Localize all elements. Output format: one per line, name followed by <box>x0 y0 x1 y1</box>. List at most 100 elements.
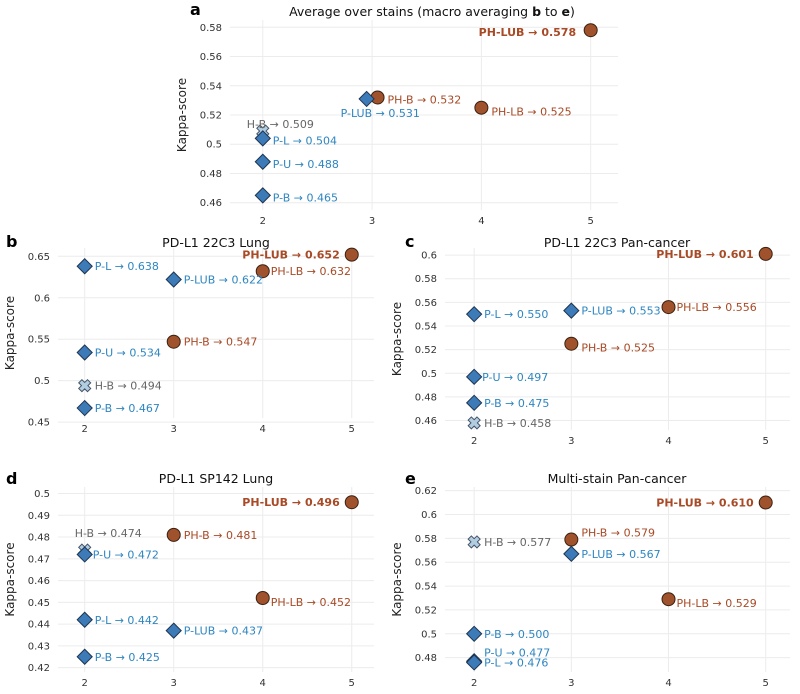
panel-title-part: b <box>532 4 541 19</box>
p-marker <box>76 611 93 628</box>
panel-a: 2 3 4 5 0.46 0.48 0.5 0.52 0.54 0.56 0.58 Kappa-sco… <box>175 0 618 227</box>
data-label: P-B → 0.467 <box>95 402 160 415</box>
x-tick-label: 4 <box>260 424 266 435</box>
p-marker <box>465 654 483 671</box>
data-label: P-U → 0.497 <box>482 371 548 384</box>
y-axis-label: Kappa-score <box>3 542 17 616</box>
y-tick-label: 0.6 <box>34 293 50 304</box>
data-label: P-L → 0.550 <box>484 308 548 321</box>
data-label: H-B → 0.577 <box>484 536 551 549</box>
ph-marker <box>564 336 579 351</box>
data-label: P-L → 0.442 <box>95 614 159 627</box>
data-label: PH-LUB → 0.652 <box>242 249 339 262</box>
y-tick-label: 0.56 <box>415 298 437 309</box>
data-label: PH-LUB → 0.601 <box>656 248 753 261</box>
data-label: PH-LB → 0.525 <box>491 106 571 119</box>
panel-title-part: e <box>562 4 570 19</box>
x-tick-label: 3 <box>568 678 574 689</box>
ph-marker <box>255 591 270 605</box>
x-tick-label: 2 <box>471 436 477 447</box>
ph-marker <box>758 246 773 261</box>
panel-title-part: to <box>541 4 562 19</box>
ph-marker <box>166 334 181 349</box>
y-axis-label: Kappa-score <box>390 542 404 616</box>
hb-marker <box>467 535 481 549</box>
panel-title: Average over stains (macro averaging b t… <box>289 4 575 19</box>
x-tick-label: 4 <box>260 678 266 689</box>
y-tick-label: 0.65 <box>28 252 50 263</box>
panel-title-part: PD-L1 22C3 Pan-cancer <box>544 235 691 250</box>
x-tick-label: 5 <box>349 678 355 689</box>
y-axis-label: Kappa-score <box>175 78 189 152</box>
p-marker <box>165 271 182 288</box>
data-label: H-B → 0.474 <box>75 527 142 540</box>
p-marker <box>254 153 271 170</box>
panel-e: 2 3 4 5 0.48 0.5 0.52 0.54 0.56 0.58 0.6 0.62 Kappa-… <box>390 469 790 689</box>
data-label: H-B → 0.509 <box>247 118 314 131</box>
x-tick-label: 5 <box>587 216 593 227</box>
data-label: PH-LUB → 0.610 <box>656 497 754 510</box>
p-marker <box>76 258 93 275</box>
y-tick-label: 0.45 <box>28 418 50 429</box>
data-label: P-LUB → 0.531 <box>341 107 420 120</box>
hb-marker <box>77 378 92 393</box>
y-tick-label: 0.58 <box>200 23 222 34</box>
panel-title-part: PD-L1 22C3 Lung <box>162 235 270 250</box>
p-marker <box>563 302 580 319</box>
data-label: PH-B → 0.481 <box>184 529 258 542</box>
y-tick-label: 0.54 <box>200 81 222 92</box>
y-tick-label: 0.5 <box>34 376 50 387</box>
data-label: P-LUB → 0.437 <box>184 625 263 638</box>
ph-marker <box>344 247 359 262</box>
x-tick-label: 3 <box>171 424 177 435</box>
ph-marker <box>255 264 270 279</box>
y-tick-label: 0.58 <box>415 274 437 285</box>
y-tick-label: 0.52 <box>200 111 222 122</box>
x-tick-label: 3 <box>568 436 574 447</box>
ph-marker <box>661 592 676 607</box>
x-tick-label: 5 <box>763 436 769 447</box>
data-label: P-LUB → 0.553 <box>581 305 660 318</box>
data-label: PH-LB → 0.556 <box>677 301 757 314</box>
data-label: P-U → 0.477 <box>484 646 550 659</box>
data-label: PH-B → 0.579 <box>581 527 655 540</box>
data-label: PH-LUB → 0.578 <box>479 26 576 39</box>
panel-title-part: Multi-stain Pan-cancer <box>548 471 688 486</box>
y-axis-label: Kappa-score <box>390 302 404 376</box>
hb-marker <box>467 416 481 430</box>
y-tick-label: 0.5 <box>421 629 437 640</box>
y-tick-label: 0.5 <box>206 140 222 151</box>
p-marker <box>465 368 483 386</box>
p-marker <box>76 344 93 361</box>
x-tick-label: 2 <box>82 424 88 435</box>
panel-title: PD-L1 SP142 Lung <box>159 471 273 486</box>
y-tick-label: 0.49 <box>28 511 50 522</box>
p-marker <box>165 622 182 639</box>
ph-marker <box>661 300 676 315</box>
p-marker <box>465 394 483 412</box>
x-tick-label: 3 <box>369 216 375 227</box>
x-tick-label: 4 <box>478 216 484 227</box>
y-tick-label: 0.52 <box>415 605 437 616</box>
y-tick-label: 0.46 <box>200 198 222 209</box>
data-label: P-U → 0.488 <box>273 158 339 171</box>
y-tick-label: 0.43 <box>28 641 50 652</box>
p-marker <box>465 625 483 643</box>
y-tick-label: 0.62 <box>415 486 437 497</box>
panel-title: PD-L1 22C3 Lung <box>162 235 270 250</box>
x-tick-label: 4 <box>665 678 671 689</box>
p-marker <box>76 648 93 665</box>
data-label: PH-B → 0.525 <box>581 342 655 355</box>
data-label: PH-B → 0.547 <box>184 336 258 349</box>
x-tick-label: 5 <box>763 678 769 689</box>
p-marker <box>465 305 483 323</box>
data-label: PH-LB → 0.452 <box>271 596 351 609</box>
data-label: P-B → 0.475 <box>484 397 549 410</box>
y-tick-label: 0.47 <box>28 554 50 565</box>
y-tick-label: 0.54 <box>415 322 437 333</box>
p-marker <box>254 130 271 147</box>
data-label: P-B → 0.425 <box>95 651 160 664</box>
y-tick-label: 0.6 <box>421 510 437 521</box>
y-tick-label: 0.42 <box>28 663 50 674</box>
x-tick-label: 3 <box>171 678 177 689</box>
